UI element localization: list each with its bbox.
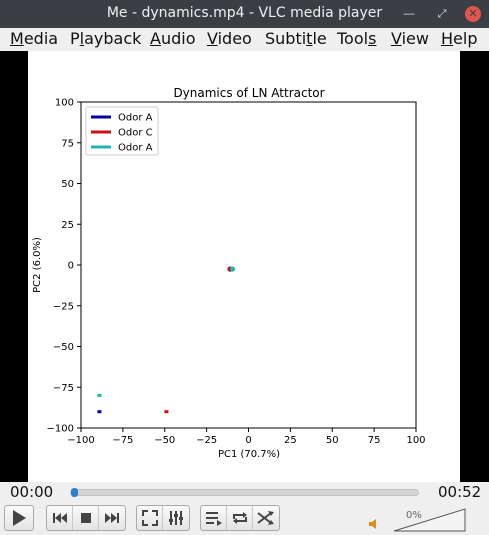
previous-button[interactable] bbox=[47, 506, 73, 530]
volume-mute-icon[interactable] bbox=[368, 517, 382, 531]
x-tick-label: −25 bbox=[196, 435, 217, 446]
data-point bbox=[229, 266, 236, 272]
next-button[interactable] bbox=[99, 506, 125, 530]
view-group bbox=[136, 505, 190, 531]
y-tick-label: 25 bbox=[61, 220, 74, 231]
seek-handle[interactable] bbox=[71, 488, 79, 497]
x-axis-label: PC1 (70.7%) bbox=[218, 449, 280, 460]
equalizer-icon bbox=[169, 511, 183, 525]
menu-video[interactable]: Video bbox=[207, 29, 252, 48]
shuffle-icon bbox=[257, 511, 274, 525]
extended-settings-button[interactable] bbox=[163, 506, 189, 530]
x-tick-label: 50 bbox=[326, 435, 339, 446]
x-tick-label: 75 bbox=[368, 435, 381, 446]
data-point bbox=[97, 410, 102, 414]
legend: Odor A Odor C Odor A bbox=[85, 106, 159, 156]
data-point bbox=[164, 410, 169, 414]
menu-tools[interactable]: Tools bbox=[337, 29, 377, 48]
playback-group bbox=[46, 505, 126, 531]
seek-slider[interactable] bbox=[70, 488, 419, 497]
maximize-icon[interactable]: ⤢ bbox=[437, 7, 447, 20]
video-frame: Dynamics of LN Attractor −100 −75 −50 −25 0 2… bbox=[28, 51, 460, 482]
play-button[interactable] bbox=[4, 505, 34, 531]
volume-percent: 0% bbox=[406, 510, 422, 521]
stop-icon bbox=[80, 513, 91, 523]
seek-row: 00:00 00:52 bbox=[0, 482, 489, 502]
loop-icon bbox=[232, 512, 247, 524]
x-tick-label: 0 bbox=[245, 435, 251, 446]
y-axis-ticks: −100 −75 −50 −25 0 25 50 75 100 bbox=[47, 98, 81, 435]
shuffle-button[interactable] bbox=[253, 506, 279, 530]
y-tick-label: −75 bbox=[53, 383, 74, 394]
y-axis-label: PC2 (6.0%) bbox=[32, 237, 43, 293]
x-tick-label: −75 bbox=[112, 435, 133, 446]
total-time: 00:52 bbox=[438, 483, 482, 501]
fullscreen-icon bbox=[141, 510, 158, 526]
chart-title: Dynamics of LN Attractor bbox=[173, 86, 324, 100]
elapsed-time: 00:00 bbox=[10, 483, 54, 501]
menu-playback[interactable]: Playback bbox=[70, 29, 142, 48]
fullscreen-button[interactable] bbox=[137, 506, 163, 530]
menu-view[interactable]: View bbox=[391, 29, 429, 48]
x-tick-label: 25 bbox=[284, 435, 297, 446]
data-marks bbox=[97, 266, 236, 414]
x-tick-label: −50 bbox=[154, 435, 175, 446]
close-icon[interactable]: ✕ bbox=[465, 6, 481, 22]
y-tick-label: 75 bbox=[61, 138, 74, 149]
y-tick-label: 100 bbox=[55, 98, 74, 109]
x-axis-ticks: −100 −75 −50 −25 0 25 50 75 100 bbox=[67, 428, 426, 446]
next-icon bbox=[105, 513, 119, 523]
legend-box bbox=[85, 106, 159, 156]
menu-subtitle[interactable]: Subtitle bbox=[265, 29, 327, 48]
menu-media[interactable]: Media bbox=[10, 29, 59, 48]
x-tick-label: −100 bbox=[67, 435, 94, 446]
volume-slider[interactable] bbox=[393, 508, 467, 532]
data-point bbox=[97, 393, 102, 397]
legend-label: Odor A bbox=[118, 113, 153, 124]
y-tick-label: −100 bbox=[47, 424, 74, 435]
playlist-button[interactable] bbox=[201, 506, 227, 530]
legend-label: Odor C bbox=[118, 128, 153, 139]
menu-bar: Media Playback Audio Video Subtitle Tool… bbox=[0, 28, 489, 51]
y-tick-label: −50 bbox=[53, 342, 74, 353]
stop-button[interactable] bbox=[73, 506, 99, 530]
window-title: Me - dynamics.mp4 - VLC media player bbox=[106, 5, 383, 21]
minimize-icon[interactable]: ― bbox=[403, 7, 415, 20]
loop-button[interactable] bbox=[227, 506, 253, 530]
previous-icon bbox=[52, 513, 67, 523]
playlist-icon bbox=[205, 512, 222, 526]
video-area[interactable]: Dynamics of LN Attractor −100 −75 −50 −25 0 2… bbox=[0, 51, 489, 482]
x-tick-label: 100 bbox=[406, 435, 425, 446]
y-tick-label: −25 bbox=[53, 301, 74, 312]
play-icon bbox=[13, 510, 26, 526]
playlist-group bbox=[200, 505, 280, 531]
menu-audio[interactable]: Audio bbox=[150, 29, 196, 48]
legend-label: Odor A bbox=[118, 143, 153, 154]
title-bar: Me - dynamics.mp4 - VLC media player ― ⤢… bbox=[0, 0, 489, 28]
menu-help[interactable]: Help bbox=[441, 29, 478, 48]
y-tick-label: 0 bbox=[68, 261, 74, 272]
scatter-chart: Dynamics of LN Attractor −100 −75 −50 −25 0 2… bbox=[32, 86, 426, 460]
y-tick-label: 50 bbox=[61, 179, 74, 190]
